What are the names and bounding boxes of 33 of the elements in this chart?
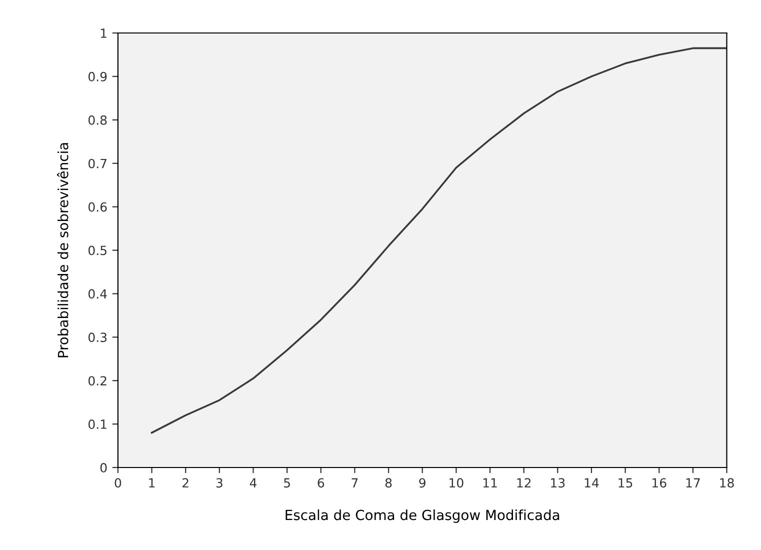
x-tick-label: 1: [149, 478, 155, 488]
x-tick-label: 5: [284, 478, 290, 488]
x-tick-label: 9: [419, 478, 426, 488]
x-tick-label: 4: [250, 478, 257, 488]
x-tick-label: 15: [618, 478, 632, 488]
y-tick-label: 0.2: [88, 376, 106, 386]
y-tick-label: 0.8: [88, 115, 107, 125]
y-tick-label: 0.5: [88, 246, 106, 256]
y-tick-label: 0.9: [88, 72, 107, 82]
y-axis-title: Probabilidade de sobrevivência: [56, 143, 68, 358]
x-tick-label: 10: [450, 478, 464, 488]
x-tick-label: 16: [652, 478, 666, 488]
x-tick-label: 2: [182, 478, 188, 488]
x-tick-label: 7: [352, 478, 358, 488]
x-tick-label: 6: [318, 478, 324, 488]
y-tick-label: 0.1: [88, 420, 106, 429]
x-tick-label: 8: [385, 478, 392, 488]
x-tick-label: 11: [483, 478, 497, 488]
x-tick-label: 12: [517, 478, 531, 488]
x-tick-label: 17: [686, 478, 700, 488]
y-tick-label: 0: [100, 462, 107, 472]
y-tick-label: 0.6: [88, 202, 107, 212]
x-tick-label: 13: [551, 478, 565, 488]
y-tick-label: 1: [100, 28, 106, 38]
y-tick-label: 0.4: [88, 289, 107, 299]
x-tick-label: 18: [720, 478, 734, 488]
y-tick-label: 0.7: [88, 158, 106, 168]
y-tick-label: 0.3: [88, 332, 107, 342]
line-series: [150, 47, 727, 434]
x-axis-title: Escala de Coma de Glasgow Modificada: [286, 509, 560, 523]
x-tick-label: 14: [584, 478, 599, 488]
x-tick-label: 0: [114, 478, 122, 488]
x-tick-label: 3: [216, 478, 222, 488]
